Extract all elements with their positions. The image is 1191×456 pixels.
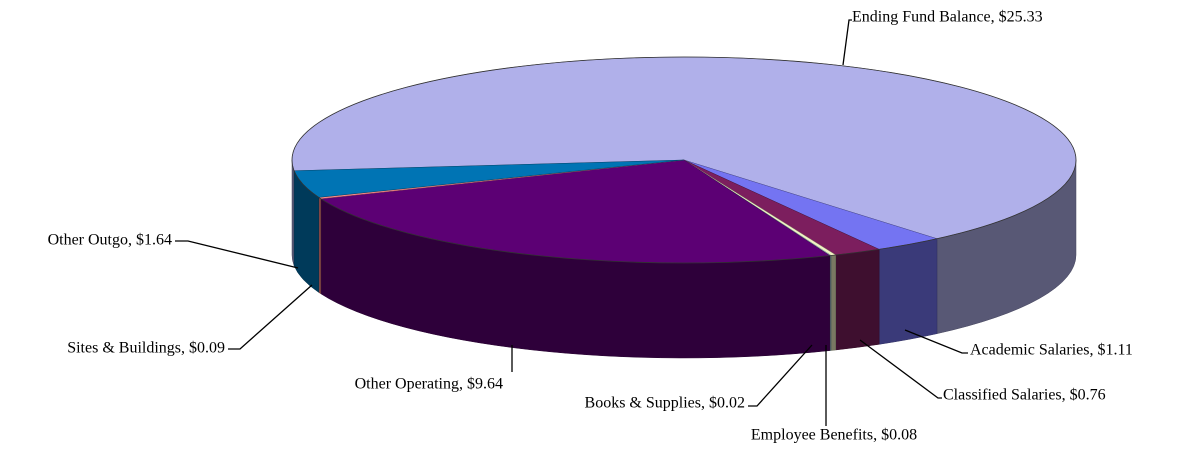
pie-rim <box>291 56 1077 264</box>
slice-side <box>830 254 837 351</box>
slice-side <box>291 159 295 266</box>
slice-label: Other Outgo, $1.64 <box>48 232 172 249</box>
slice-label: Books & Supplies, $0.02 <box>585 395 745 412</box>
slice-label: Employee Benefits, $0.08 <box>751 427 917 444</box>
leader-line <box>748 344 813 407</box>
slice-label: Academic Salaries, $1.11 <box>970 342 1133 359</box>
leader-line <box>859 339 942 399</box>
leader-line <box>175 240 299 269</box>
slice-label: Sites & Buildings, $0.09 <box>67 340 225 357</box>
leader-line <box>228 284 313 350</box>
slice-label: Classified Salaries, $0.76 <box>943 387 1106 404</box>
slice-label: Ending Fund Balance, $25.33 <box>852 9 1043 26</box>
leader-line <box>842 19 852 66</box>
slice-label: Other Operating, $9.64 <box>355 376 503 393</box>
leader-line <box>904 329 968 354</box>
slice-side <box>318 196 322 295</box>
slice-side <box>878 238 938 345</box>
slice-side <box>835 249 880 351</box>
